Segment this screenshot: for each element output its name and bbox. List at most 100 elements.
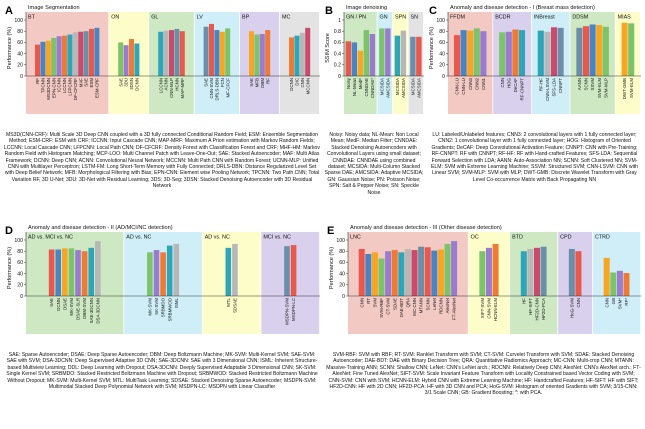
tick-label-b-3-1: AMCSIDA — [416, 78, 421, 98]
tick-label-e-0-5: SDAE — [392, 298, 397, 310]
tick-label-a-1-1: 3DU — [124, 78, 129, 87]
tick-label-a-0-11: ESM-CRF — [95, 78, 100, 98]
bar-a-2-3 — [174, 28, 180, 76]
group-band-e-3 — [558, 232, 593, 334]
bar-a-5-2 — [299, 32, 305, 76]
panel-letter-d: D — [5, 225, 13, 237]
panel-title-d: Anomaly and disease detection - II (AD/M… — [28, 225, 173, 231]
tick-label-a-0-6: LFPCNN — [68, 78, 73, 96]
group-label-e-2: BTD — [512, 235, 523, 241]
bar-a-2-4 — [179, 31, 185, 76]
tick-label-c-3-3: SVM-ELM — [597, 78, 602, 98]
tick-label-e-0-12: RDCNN — [439, 298, 444, 314]
tick-label-c-0-4: CNN1 — [481, 77, 486, 90]
caption-a: MS3D(CNN-CRF): Multi Scale 3D Deep CNN c… — [4, 132, 320, 190]
y-tick-label-c-3: 60 — [439, 40, 445, 46]
tick-label-a-5-3: MCCNN — [305, 78, 310, 94]
tick-label-e-4-0: CNN — [604, 298, 609, 308]
tick-label-a-5-2: CNN — [300, 78, 305, 88]
tick-label-d-0-2: DSAE — [62, 298, 67, 310]
bar-a-4-3 — [265, 30, 271, 76]
tick-label-d-0-0: SAE — [49, 298, 54, 307]
tick-label-d-0-1: DCNN — [56, 298, 61, 311]
tick-label-b-1-0: MCSIDA — [379, 78, 384, 95]
tick-label-a-2-1: ACNN — [164, 78, 169, 90]
tick-label-d-2-1: SDSAE — [233, 298, 238, 313]
bar-c-2-1 — [544, 31, 551, 76]
bar-c-1-0 — [499, 32, 506, 76]
bar-e-0-0 — [358, 248, 365, 296]
y-tick-label-a-5: 100 — [14, 18, 23, 24]
group-label-b-2: SPN — [395, 15, 406, 21]
bar-a-4-1 — [254, 34, 260, 76]
tick-label-b-2-0: MCSIDA — [395, 78, 400, 95]
bar-e-4-0 — [603, 257, 610, 296]
bar-c-2-0 — [537, 30, 544, 76]
bar-e-0-8 — [411, 250, 418, 296]
bar-a-2-0 — [158, 31, 164, 76]
bar-c-0-0 — [453, 35, 461, 76]
y-tick-label-b-5: 1 — [338, 18, 341, 24]
bar-b-1-1 — [385, 28, 391, 76]
bar-a-5-0 — [289, 37, 294, 76]
bar-c-3-0 — [576, 27, 583, 76]
tick-label-d-0-7: DSA-3DCNN — [95, 298, 100, 324]
panel-title-e: Anomaly and disease detection - III (Oth… — [350, 225, 502, 231]
tick-label-e-4-2: SVM* — [617, 298, 622, 310]
bar-d-0-5 — [81, 251, 88, 296]
bar-d-0-4 — [75, 250, 81, 296]
tick-label-a-5-1: DIC — [295, 78, 300, 86]
y-tick-label-e-4: 80 — [339, 249, 345, 255]
bar-d-1-1 — [153, 250, 160, 296]
bar-e-2-0 — [520, 251, 527, 296]
group-label-b-3: SN — [411, 15, 419, 21]
bar-e-0-5 — [391, 250, 398, 296]
bar-a-3-0 — [203, 26, 209, 76]
group-band-c-1 — [493, 12, 531, 114]
tick-label-d-0-3: MK-SVM — [69, 298, 74, 316]
tick-label-a-3-1: CNN-SVM — [209, 78, 214, 99]
tick-label-a-1-3: DCNN — [135, 78, 140, 91]
group-label-c-4: MIAS — [618, 15, 632, 21]
tick-label-b-2-1: AMCSIDA — [401, 78, 406, 98]
bar-d-2-0 — [225, 247, 232, 296]
group-band-a-5 — [280, 12, 320, 114]
bar-a-0-7 — [72, 32, 78, 76]
bar-e-0-14 — [451, 241, 458, 296]
bar-e-0-12 — [437, 249, 444, 296]
bar-c-2-2 — [550, 27, 558, 77]
tick-label-e-0-0: CNN — [359, 298, 364, 308]
y-tick-label-e-1: 20 — [339, 283, 345, 289]
bar-e-0-11 — [431, 250, 438, 296]
bar-e-2-2 — [534, 247, 540, 296]
bar-c-1-1 — [505, 31, 512, 76]
bar-c-2-3 — [557, 27, 564, 76]
group-band-c-2 — [531, 12, 570, 114]
tick-label-a-0-2: MS3DCNN — [46, 78, 51, 100]
group-band-d-3 — [261, 232, 320, 334]
tick-label-e-0-6: DAE-BDT — [399, 298, 404, 318]
tick-label-a-2-4: MAP-MRF — [180, 78, 185, 99]
bar-d-1-3 — [166, 245, 173, 296]
caption-d: SAE: Sparse Autoencoder; DSAE: Deep Spar… — [6, 352, 318, 391]
group-label-a-2: GL — [151, 15, 158, 21]
y-tick-label-b-2: 0.4 — [334, 51, 341, 57]
group-label-a-1: ON — [111, 15, 119, 21]
y-tick-label-d-1: 20 — [17, 283, 23, 289]
bar-a-3-1 — [209, 23, 214, 77]
caption-e: SVM-RBF: SVM with RBF; RT-SVM: Ranklet T… — [326, 352, 641, 397]
tick-label-c-4-1: SVM-ELM — [629, 78, 634, 98]
bar-a-0-11 — [94, 27, 100, 76]
y-tick-label-a-1: 20 — [17, 63, 23, 69]
tick-label-c-0-0: CNN-LU — [455, 78, 460, 95]
bar-a-3-3 — [219, 31, 225, 76]
tick-label-e-1-0: SIFT-SVM — [480, 298, 485, 319]
group-label-c-2: INBreast — [534, 15, 555, 21]
tick-label-e-3-0: HoG-SVM — [569, 298, 574, 318]
bar-a-0-1 — [40, 41, 46, 76]
tick-label-e-0-11: LeNet — [432, 297, 437, 309]
y-axis-label-c: Performance (%) — [429, 27, 435, 69]
tick-label-a-1-2: 3DSN — [129, 78, 134, 90]
tick-label-a-5-0: DCNN — [289, 78, 294, 91]
